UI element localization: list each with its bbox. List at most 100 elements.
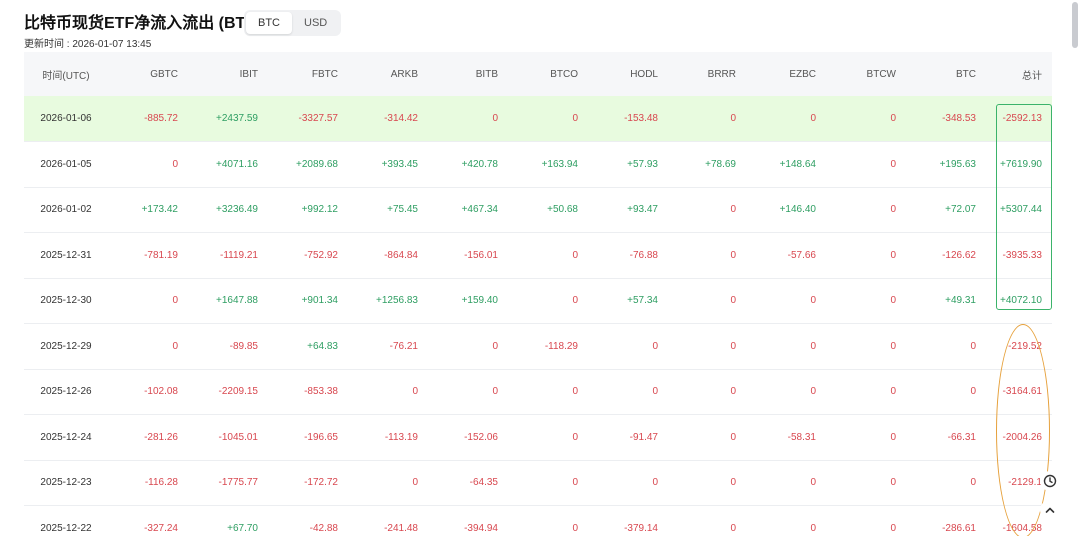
date-cell: 2026-01-02 [40,204,92,216]
page-scrollbar[interactable] [1071,0,1079,536]
flow-cell: -781.19 [144,249,178,261]
flow-cell: +1647.88 [216,295,258,307]
flow-cell: 0 [890,204,896,216]
flow-cell: -42.88 [309,522,338,534]
column-header: IBIT [239,68,258,80]
toggle-btc-button[interactable]: BTC [246,12,292,34]
flow-cell: 0 [172,158,178,170]
flow-cell: -66.31 [947,431,976,443]
flow-cell: 0 [810,477,816,489]
flow-cell: 0 [492,113,498,124]
flow-cell: 0 [730,477,736,489]
flow-cell: 0 [572,113,578,124]
chevron-up-icon [1045,507,1055,513]
total-cell: -2004.26 [1002,431,1042,443]
flow-cell: -113.19 [384,431,418,443]
flow-cell: -196.65 [304,431,338,443]
flow-cell: 0 [652,386,658,398]
total-cell: +5307.44 [1000,204,1042,216]
column-header: BITB [475,68,498,80]
flow-cell: +3236.49 [216,204,258,216]
flow-cell: 0 [890,386,896,398]
column-header: BTC [956,68,976,80]
flow-cell: +420.78 [461,158,498,170]
table-row: 2025-12-23 -116.28 -1775.77 -172.72 0 -64.35 0… [24,460,1052,506]
column-header: BRRR [707,68,736,80]
column-header: BTCO [550,68,578,80]
table-row: 2025-12-26 -102.08 -2209.15 -853.38 0 0 0 0 0 0 0 0… [24,369,1052,415]
date-cell: 2025-12-22 [40,522,92,534]
flow-cell: -156.01 [464,249,498,261]
table-row: 2025-12-30 0 +1647.88 +901.34 +1256.83 +159.4… [24,278,1052,324]
clock-button[interactable] [1040,471,1060,491]
flow-cell: 0 [890,113,896,124]
total-cell: -3164.61 [1002,386,1042,398]
flow-cell: +148.64 [779,158,816,170]
flow-cell: +1256.83 [376,295,418,307]
flow-cell: 0 [572,295,578,307]
flow-cell: +75.45 [387,204,418,216]
flow-cell: 0 [492,340,498,352]
flow-cell: -2209.15 [218,386,258,398]
page-header: 比特币现货ETF净流入流出 (BTC) BTC USD 更新时间 : 2026-… [24,6,1044,50]
flow-cell: +195.63 [939,158,976,170]
flow-cell: -241.48 [384,522,418,534]
flow-cell: +901.34 [301,295,338,307]
flow-cell: 0 [890,431,896,443]
flow-cell: -76.21 [389,340,418,352]
flow-cell: 0 [890,522,896,534]
total-cell: -1604.58 [1002,522,1042,534]
flow-cell: -3327.57 [298,113,338,124]
flow-cell: 0 [730,431,736,443]
flow-cell: -314.42 [384,113,418,124]
table-row: 2026-01-02 +173.42 +3236.49 +992.12 +75.45 +4… [24,187,1052,233]
flow-cell: +57.34 [627,295,658,307]
clock-icon [1043,474,1057,488]
column-header: FBTC [311,68,338,80]
flow-cell: -153.48 [624,113,658,124]
flow-cell: -102.08 [144,386,178,398]
table-row: 2025-12-29 0 -89.85 +64.83 -76.21 0 -118.29 0 0 0… [24,324,1052,369]
flow-cell: +67.70 [227,522,258,534]
column-header: BTCW [866,68,896,80]
flow-cell: -152.06 [464,431,498,443]
flow-cell: 0 [412,477,418,489]
flow-cell: -1119.21 [220,249,258,261]
flow-cell: +93.47 [627,204,658,216]
flow-cell: 0 [572,522,578,534]
total-cell: -2592.13 [1002,113,1042,124]
flow-cell: 0 [172,295,178,307]
flow-cell: -379.14 [624,522,658,534]
flow-cell: -91.47 [629,431,658,443]
flow-cell: 0 [572,249,578,261]
flow-cell: 0 [652,340,658,352]
date-cell: 2026-01-05 [40,158,92,170]
date-cell: 2025-12-24 [40,431,92,443]
flow-cell: -394.94 [464,522,498,534]
date-cell: 2025-12-31 [40,249,92,261]
total-cell: +7619.90 [1000,158,1042,170]
column-header: HODL [630,68,658,80]
flow-cell: +2437.59 [216,113,258,124]
column-header: 总计 [1022,70,1042,82]
scrollbar-thumb[interactable] [1072,2,1078,48]
flow-cell: +173.42 [141,204,178,216]
date-cell: 2025-12-30 [40,295,92,307]
date-cell: 2025-12-23 [40,477,92,489]
flow-cell: -752.92 [304,249,338,261]
scroll-up-button[interactable] [1040,500,1060,520]
update-time: 更新时间 : 2026-01-07 13:45 [24,39,152,50]
flow-cell: 0 [172,340,178,352]
flow-cell: 0 [572,386,578,398]
column-header: 时间(UTC) [42,70,90,82]
flow-cell: 0 [890,249,896,261]
flow-cell: -885.72 [144,113,178,124]
flow-cell: 0 [572,431,578,443]
flow-cell: -327.24 [144,522,178,534]
flow-cell: 0 [970,340,976,352]
flow-cell: +467.34 [461,204,498,216]
flow-cell: 0 [572,477,578,489]
toggle-usd-button[interactable]: USD [304,17,328,29]
date-cell: 2025-12-26 [40,386,92,398]
